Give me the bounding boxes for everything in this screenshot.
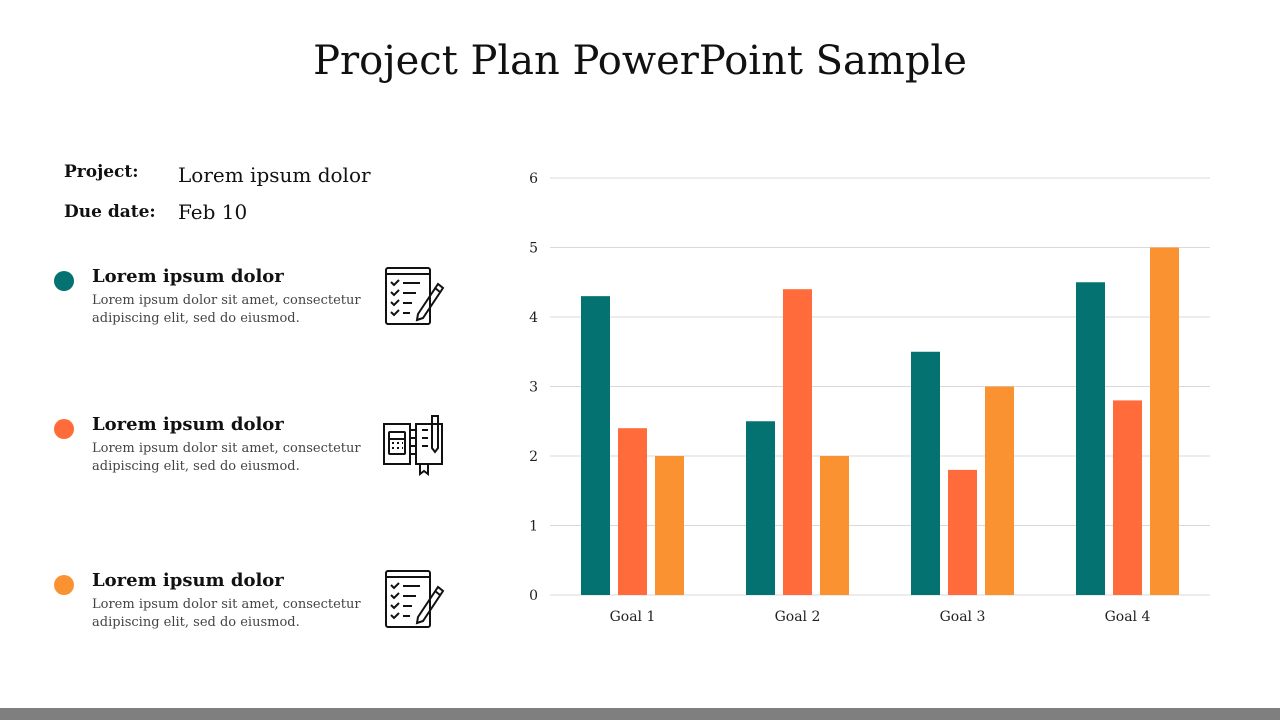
bullet-dot-2	[54, 419, 74, 439]
footer-bar	[0, 708, 1280, 720]
y-tick-label: 5	[529, 241, 538, 257]
slide-title: Project Plan PowerPoint Sample	[313, 38, 967, 84]
bullet-title-3: Lorem ipsum dolor	[92, 570, 284, 591]
checklist-pencil-icon	[385, 267, 445, 325]
due-date-value: Feb 10	[178, 200, 248, 224]
bar	[1113, 400, 1142, 595]
y-tick-label: 1	[529, 519, 538, 535]
x-tick-label: Goal 2	[775, 609, 821, 625]
bar	[985, 386, 1014, 595]
bar	[618, 428, 647, 595]
y-tick-label: 2	[529, 449, 538, 465]
bar	[655, 456, 684, 595]
y-tick-label: 0	[529, 588, 538, 604]
bullet-dot-1	[54, 271, 74, 291]
bar	[746, 421, 775, 595]
planner-calculator-icon	[383, 415, 443, 476]
x-tick-label: Goal 1	[610, 609, 656, 625]
bullet-title-2: Lorem ipsum dolor	[92, 414, 284, 435]
bar	[820, 456, 849, 595]
bar	[948, 469, 977, 595]
bar	[1150, 247, 1179, 595]
project-value: Lorem ipsum dolor	[178, 163, 371, 187]
y-tick-label: 4	[529, 310, 538, 326]
x-tick-label: Goal 3	[940, 609, 986, 625]
x-tick-label: Goal 4	[1105, 609, 1151, 625]
bullet-dot-3	[54, 575, 74, 595]
y-tick-label: 3	[529, 380, 538, 396]
bullet-title-1: Lorem ipsum dolor	[92, 266, 284, 287]
bullet-text-1: Lorem ipsum dolor sit amet, consectetur …	[92, 293, 361, 326]
due-date-label: Due date:	[64, 202, 156, 222]
checklist-pencil-icon	[385, 570, 445, 628]
bar-chart: 0 1 2 3 4 5 6 Goal 1 Goal 2 Goal 3 Goal 4	[529, 171, 1210, 625]
bullet-text-3: Lorem ipsum dolor sit amet, consectetur …	[92, 597, 361, 630]
project-label: Project:	[64, 162, 139, 182]
bar	[581, 296, 610, 595]
bar	[1076, 282, 1105, 595]
y-tick-label: 6	[529, 171, 538, 187]
bar	[783, 289, 812, 595]
bullet-text-2: Lorem ipsum dolor sit amet, consectetur …	[92, 441, 361, 474]
bar	[911, 351, 940, 595]
